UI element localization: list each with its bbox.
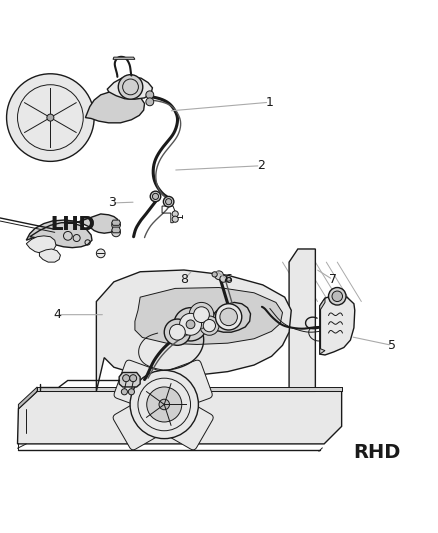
Circle shape xyxy=(332,291,343,302)
Polygon shape xyxy=(96,270,291,391)
Polygon shape xyxy=(320,295,355,355)
Circle shape xyxy=(152,193,159,199)
Circle shape xyxy=(172,211,178,217)
Text: 4: 4 xyxy=(53,308,61,321)
FancyBboxPatch shape xyxy=(113,391,176,450)
Circle shape xyxy=(212,272,217,277)
Circle shape xyxy=(220,308,237,326)
Circle shape xyxy=(112,221,120,229)
Circle shape xyxy=(194,307,209,322)
Polygon shape xyxy=(85,91,145,123)
Circle shape xyxy=(150,191,161,201)
Circle shape xyxy=(203,319,215,332)
Circle shape xyxy=(220,275,227,282)
Circle shape xyxy=(163,197,174,207)
Circle shape xyxy=(159,399,170,410)
Circle shape xyxy=(96,249,105,258)
Polygon shape xyxy=(113,57,135,59)
Circle shape xyxy=(112,228,120,237)
Circle shape xyxy=(123,375,130,382)
Circle shape xyxy=(146,98,154,106)
Text: 8: 8 xyxy=(180,273,188,286)
Circle shape xyxy=(121,389,127,395)
Circle shape xyxy=(174,308,207,341)
Polygon shape xyxy=(39,249,60,262)
Circle shape xyxy=(215,304,242,330)
Polygon shape xyxy=(289,249,315,391)
Text: 5: 5 xyxy=(388,339,396,352)
Circle shape xyxy=(47,114,54,121)
Circle shape xyxy=(146,91,154,99)
Circle shape xyxy=(328,287,346,305)
Circle shape xyxy=(128,389,134,395)
Polygon shape xyxy=(209,302,251,332)
FancyBboxPatch shape xyxy=(150,391,213,450)
FancyBboxPatch shape xyxy=(114,360,175,414)
Text: 6: 6 xyxy=(224,273,232,286)
Polygon shape xyxy=(107,77,152,99)
Circle shape xyxy=(118,75,143,99)
Circle shape xyxy=(186,320,195,329)
Polygon shape xyxy=(18,391,342,444)
Text: LHD: LHD xyxy=(50,215,95,235)
Text: 7: 7 xyxy=(329,273,337,286)
Circle shape xyxy=(166,199,172,205)
Polygon shape xyxy=(26,214,118,240)
Polygon shape xyxy=(135,287,283,344)
Text: 3: 3 xyxy=(108,197,116,209)
Polygon shape xyxy=(119,373,140,387)
Circle shape xyxy=(147,387,182,422)
Polygon shape xyxy=(225,277,231,281)
Circle shape xyxy=(130,370,198,439)
Text: 2: 2 xyxy=(257,159,265,172)
Circle shape xyxy=(180,313,201,335)
Circle shape xyxy=(170,324,185,340)
Text: 1: 1 xyxy=(265,96,273,109)
Circle shape xyxy=(200,316,219,335)
Polygon shape xyxy=(37,387,342,391)
Polygon shape xyxy=(112,227,120,233)
Circle shape xyxy=(164,319,191,345)
Polygon shape xyxy=(112,220,120,225)
Circle shape xyxy=(189,302,214,327)
Text: LHD: LHD xyxy=(50,215,95,235)
Circle shape xyxy=(215,271,223,280)
Polygon shape xyxy=(30,223,92,248)
Polygon shape xyxy=(26,236,56,253)
Polygon shape xyxy=(320,298,325,354)
Text: RHD: RHD xyxy=(353,443,401,462)
FancyBboxPatch shape xyxy=(151,360,212,414)
Circle shape xyxy=(7,74,94,161)
Circle shape xyxy=(130,375,137,382)
Polygon shape xyxy=(18,387,37,409)
Circle shape xyxy=(172,216,178,222)
